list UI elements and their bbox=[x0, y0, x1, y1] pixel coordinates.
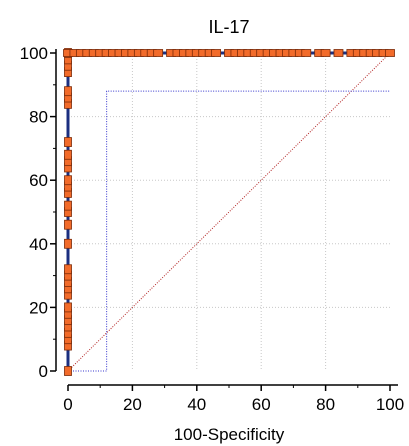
roc-marker bbox=[301, 49, 312, 57]
x-tick-label: 40 bbox=[187, 395, 206, 414]
roc-marker bbox=[333, 49, 344, 57]
roc-marker bbox=[64, 366, 72, 376]
y-tick-label: 20 bbox=[29, 298, 48, 317]
x-axis-label: 100-Specificity bbox=[174, 425, 285, 444]
y-tick-label: 100 bbox=[20, 44, 48, 63]
x-tick-label: 100 bbox=[376, 395, 404, 414]
roc-marker bbox=[64, 264, 72, 275]
roc-marker bbox=[64, 86, 72, 97]
roc-marker bbox=[385, 49, 395, 57]
y-tick-label: 0 bbox=[39, 362, 48, 381]
roc-marker bbox=[64, 175, 72, 186]
x-tick-label: 60 bbox=[252, 395, 271, 414]
roc-marker bbox=[64, 302, 72, 313]
reference-diagonal-line bbox=[67, 52, 391, 372]
grid-lines bbox=[68, 53, 390, 371]
y-tick-label: 60 bbox=[29, 171, 48, 190]
roc-marker bbox=[64, 238, 72, 249]
x-tick-label: 20 bbox=[123, 395, 142, 414]
roc-marker bbox=[211, 49, 222, 57]
roc-marker bbox=[64, 200, 72, 211]
data-markers bbox=[63, 48, 395, 376]
tick-labels: 0 20 40 60 80 100 0 20 40 60 80 100 bbox=[20, 44, 405, 414]
roc-marker bbox=[153, 49, 164, 57]
roc-marker bbox=[64, 219, 72, 230]
series bbox=[66, 51, 391, 372]
y-tick-label: 80 bbox=[29, 108, 48, 127]
roc-marker bbox=[320, 49, 331, 57]
x-tick-label: 0 bbox=[63, 395, 72, 414]
chart-title: IL-17 bbox=[208, 17, 249, 37]
roc-marker bbox=[64, 137, 72, 147]
x-tick-label: 80 bbox=[316, 395, 335, 414]
roc-marker bbox=[64, 149, 72, 160]
y-tick-label: 40 bbox=[29, 235, 48, 254]
lower-confidence-bound bbox=[68, 90, 390, 372]
axes bbox=[50, 49, 398, 391]
